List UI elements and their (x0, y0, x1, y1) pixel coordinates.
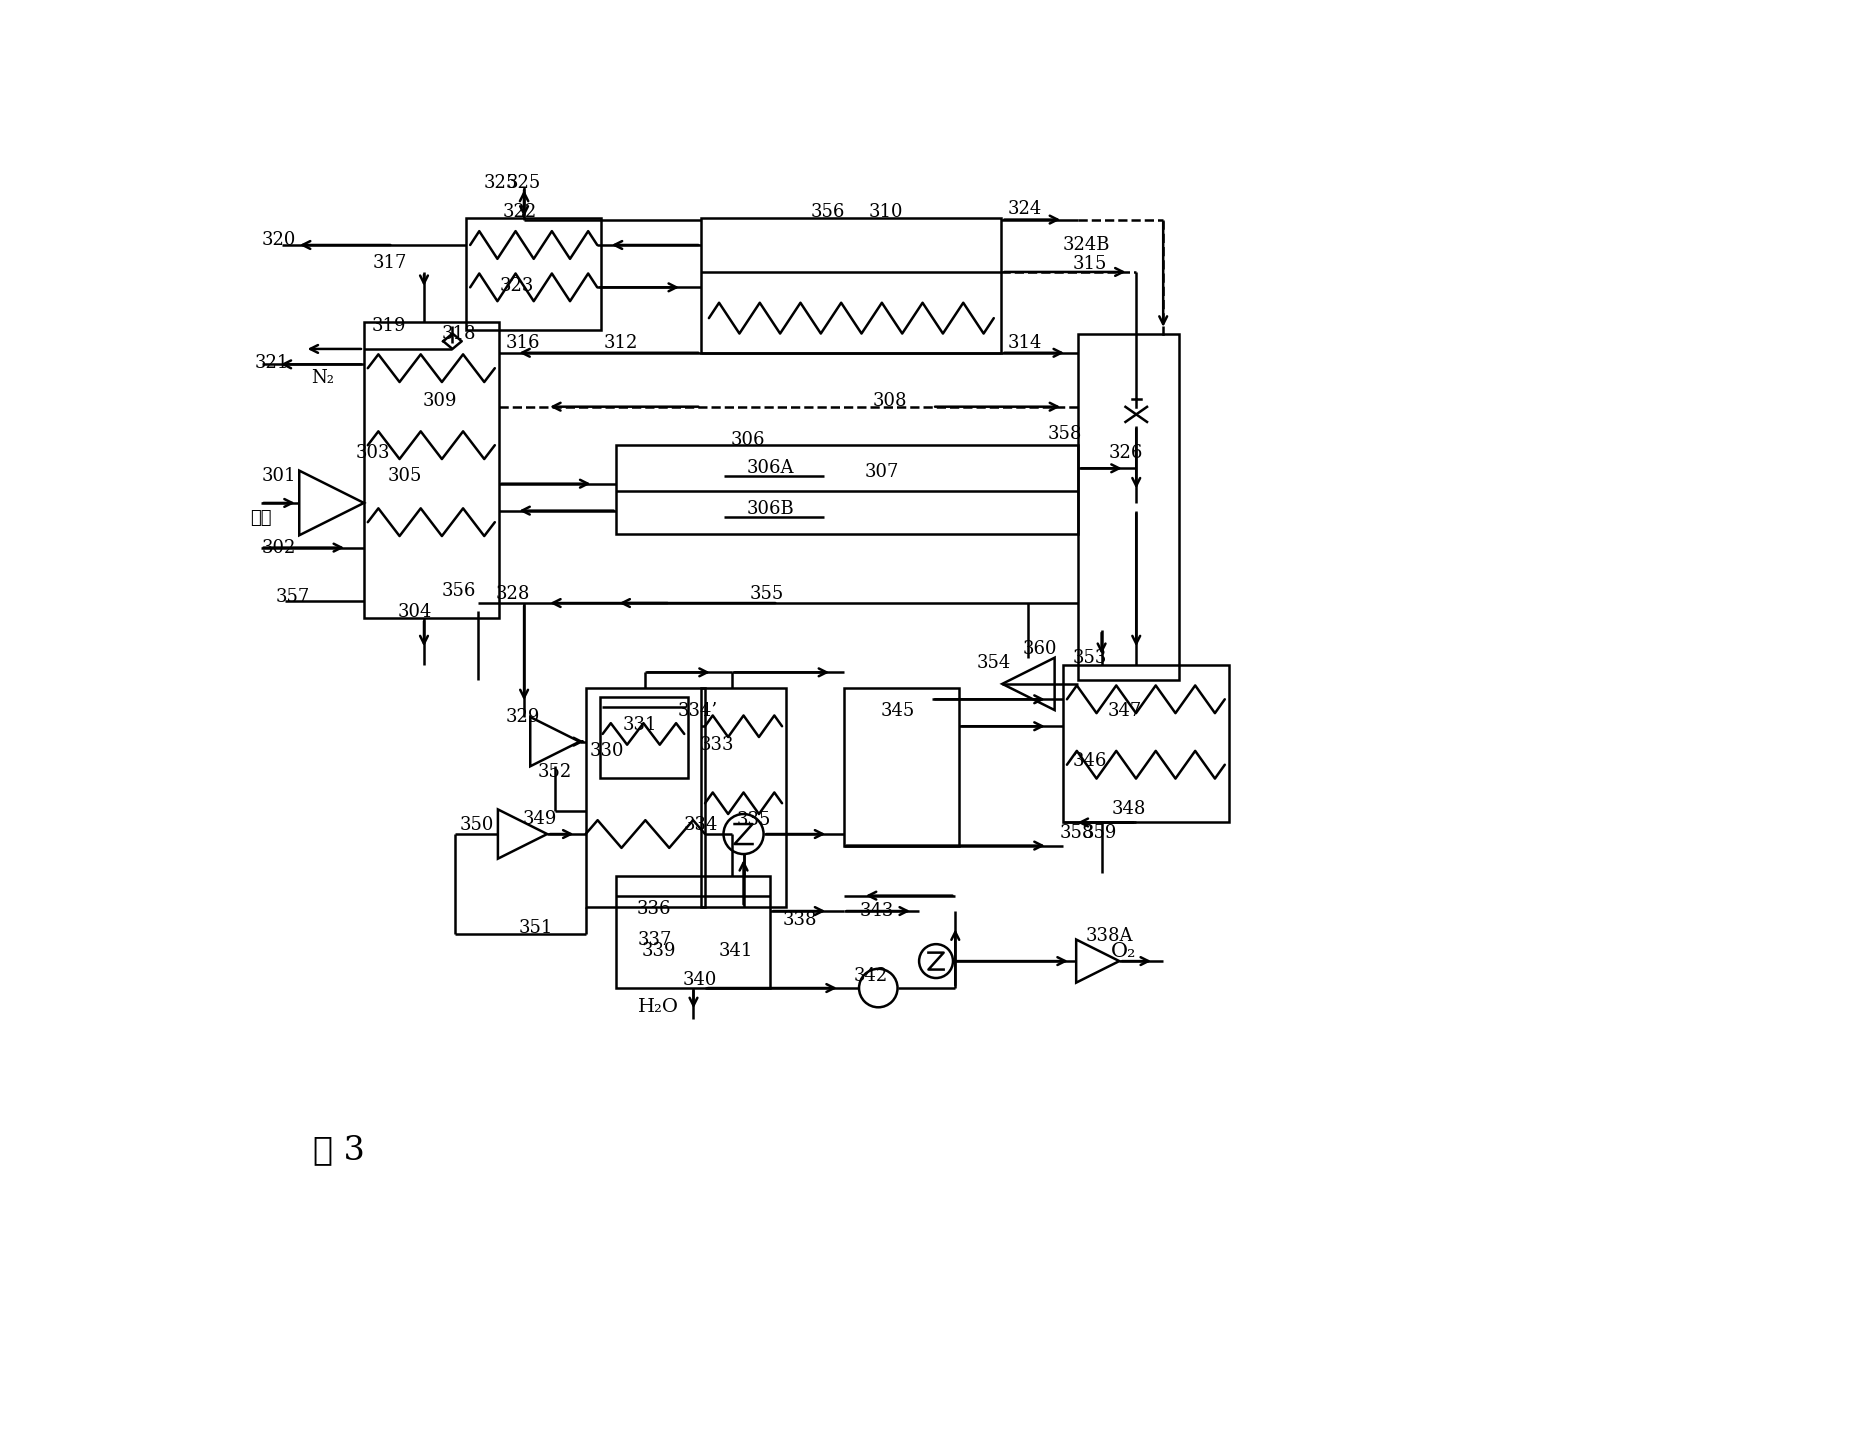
Text: 图 3: 图 3 (313, 1134, 366, 1166)
Text: 326: 326 (1109, 444, 1142, 463)
Bar (600, 697, 688, 778)
Text: 343: 343 (859, 902, 895, 919)
Text: 352: 352 (538, 763, 572, 782)
Text: 337: 337 (638, 931, 672, 949)
Text: 329: 329 (505, 707, 540, 726)
Text: 360: 360 (1022, 640, 1058, 659)
Text: 328: 328 (495, 584, 529, 603)
Text: 302: 302 (263, 538, 296, 557)
Text: 351: 351 (518, 919, 553, 937)
Text: 338A: 338A (1086, 927, 1133, 945)
Text: 317: 317 (371, 253, 407, 272)
Text: N₂: N₂ (311, 369, 334, 387)
Text: 358: 358 (1047, 425, 1082, 442)
Text: 309: 309 (422, 392, 456, 411)
Text: 312: 312 (604, 334, 638, 352)
Text: 340: 340 (683, 971, 717, 990)
Text: 356: 356 (441, 583, 477, 600)
Text: 341: 341 (719, 942, 752, 959)
Text: 345: 345 (880, 702, 915, 720)
Text: 305: 305 (388, 467, 422, 485)
Text: 306B: 306B (747, 500, 794, 518)
Text: 306A: 306A (747, 460, 794, 477)
Text: 324B: 324B (1062, 236, 1111, 253)
Text: 315: 315 (1073, 255, 1107, 274)
Bar (702, 687, 786, 908)
Text: H₂O: H₂O (638, 998, 679, 1017)
Text: 347: 347 (1107, 702, 1142, 720)
Text: 353: 353 (1073, 650, 1107, 667)
Text: 357: 357 (276, 589, 310, 606)
Text: O₂: O₂ (1111, 942, 1135, 961)
Bar (1064, 664, 1229, 822)
Text: 354: 354 (977, 654, 1011, 672)
Text: 358: 358 (1060, 823, 1094, 842)
Bar (585, 687, 705, 908)
Text: 331: 331 (623, 716, 657, 733)
Text: 325: 325 (484, 173, 518, 192)
Text: 319: 319 (371, 316, 407, 335)
Bar (617, 445, 1079, 534)
Text: 324: 324 (1007, 200, 1041, 218)
Text: 335: 335 (737, 811, 771, 829)
Text: 314: 314 (1007, 334, 1041, 352)
Text: 346: 346 (1073, 752, 1107, 770)
Text: 336: 336 (636, 901, 672, 918)
Text: 304: 304 (398, 603, 431, 621)
Text: 334: 334 (685, 816, 719, 833)
Text: 338: 338 (782, 911, 818, 929)
Text: 323: 323 (499, 276, 533, 295)
Text: 330: 330 (589, 742, 625, 760)
Text: 301: 301 (263, 467, 296, 485)
Text: 310: 310 (869, 203, 902, 221)
Text: 320: 320 (263, 231, 296, 249)
Text: 333: 333 (700, 736, 734, 755)
Text: 308: 308 (872, 392, 908, 411)
Text: 342: 342 (854, 968, 887, 985)
Text: 空气: 空气 (250, 510, 272, 527)
Text: 356: 356 (810, 203, 846, 221)
Text: 318: 318 (441, 325, 477, 342)
Text: 350: 350 (460, 816, 493, 833)
Bar (467, 218, 600, 329)
Text: 325: 325 (507, 173, 540, 192)
Text: 306: 306 (730, 431, 765, 448)
Text: 359: 359 (1082, 823, 1118, 842)
Bar (702, 218, 1002, 352)
Text: 349: 349 (522, 809, 557, 828)
Text: 321: 321 (255, 354, 289, 372)
Text: 334’: 334’ (677, 702, 719, 720)
Bar (617, 876, 771, 988)
Text: 322: 322 (503, 203, 537, 221)
Bar (844, 687, 959, 845)
Text: 339: 339 (642, 942, 675, 959)
Text: 316: 316 (505, 334, 540, 352)
Text: 355: 355 (750, 584, 784, 603)
Text: 303: 303 (356, 444, 390, 463)
Bar (1079, 334, 1178, 680)
Bar (364, 322, 499, 619)
Text: 348: 348 (1111, 800, 1146, 819)
Text: 307: 307 (865, 463, 899, 481)
